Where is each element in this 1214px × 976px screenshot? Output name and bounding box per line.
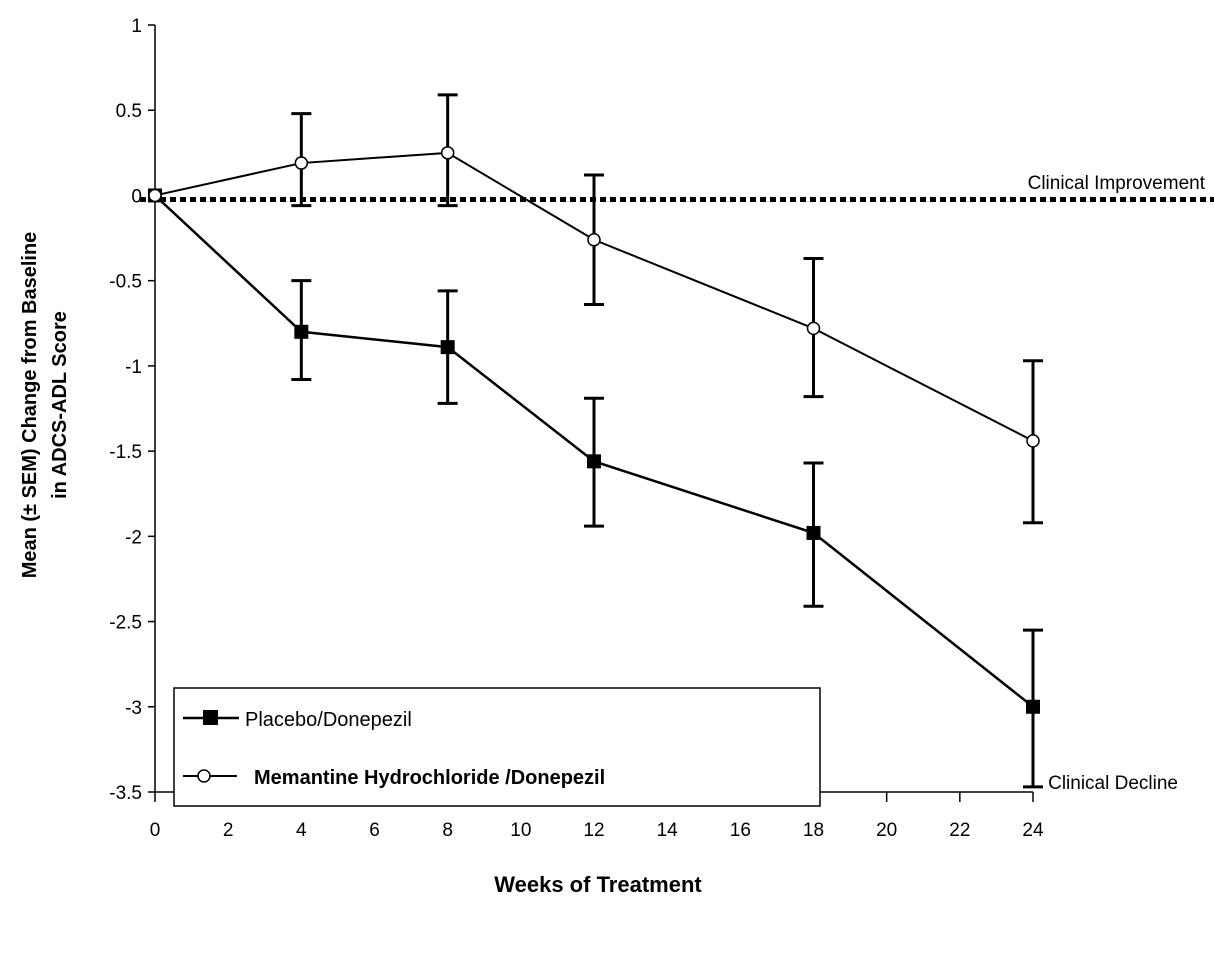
data-point-placebo [440,340,455,355]
annotation-clinical-improvement: Clinical Improvement [1028,173,1206,194]
x-tick-label: 14 [657,820,679,841]
series-line-placebo [154,194,1034,708]
svg-text:in ADCS-ADL Score: in ADCS-ADL Score [49,311,71,499]
y-axis-title-line1: Mean (± SEM) Change from Baseline [19,232,41,579]
legend-marker-memantine [197,769,211,783]
x-tick-label: 0 [150,820,161,841]
data-point-placebo [294,324,309,339]
y-tick-label: -1.5 [109,442,142,463]
data-point-memantine [1026,434,1040,448]
data-point-memantine [440,146,455,160]
x-tick-label: 8 [442,820,453,841]
data-point-placebo [1026,699,1040,714]
data-point-memantine [806,321,821,336]
y-tick-label: 1 [131,16,142,37]
y-tick-label: -1 [125,357,142,378]
x-tick-label: 10 [510,820,531,841]
y-tick-label: -2.5 [109,613,142,634]
legend: Placebo/Donepezil Memantine Hydrochlorid… [173,687,821,807]
x-tick-label: 24 [1022,820,1044,841]
x-tick-label: 6 [369,820,380,841]
x-tick-label: 18 [803,820,824,841]
legend-marker-placebo [203,710,218,725]
data-point-placebo [587,454,601,469]
y-tick-label: -0.5 [109,272,142,293]
x-tick-label: 4 [296,820,307,841]
legend-label-memantine: Memantine Hydrochloride /Donepezil [254,767,605,789]
x-tick-label: 22 [949,820,970,841]
data-point-memantine [148,188,162,203]
y-tick-label: 0.5 [116,101,142,122]
series-line-memantine [154,151,1034,442]
legend-item-placebo: Placebo/Donepezil [183,709,412,731]
y-tick-label: -2 [125,527,142,548]
data-point-memantine [294,156,309,170]
series-memantine [148,93,1043,525]
annotation-clinical-decline: Clinical Decline [1048,773,1178,794]
legend-label-placebo: Placebo/Donepezil [245,709,412,731]
y-tick-label: -3 [125,698,142,719]
plot-area [148,93,1043,789]
y-tick-label: -3.5 [109,783,142,804]
y-tick-label: 0 [131,186,142,207]
legend-box [173,687,821,807]
legend-item-memantine: Memantine Hydrochloride /Donepezil [183,767,605,789]
series-placebo [148,188,1043,789]
x-axis-title: Weeks of Treatment [494,872,702,897]
x-tick-label: 2 [223,820,234,841]
x-tick-label: 12 [583,820,604,841]
x-tick-label: 16 [730,820,751,841]
y-axis-title-line2: in ADCS-ADL Score [49,311,71,499]
svg-text:Mean (± SEM) Change from Basel: Mean (± SEM) Change from Baseline [19,232,41,579]
data-point-memantine [587,233,601,247]
data-point-placebo [806,525,821,540]
x-tick-label: 20 [876,820,897,841]
axes: 10.50-0.5-1-1.5-2-2.5-3-3.50 2 4 6 8 10 12 14 16… [109,16,1044,841]
